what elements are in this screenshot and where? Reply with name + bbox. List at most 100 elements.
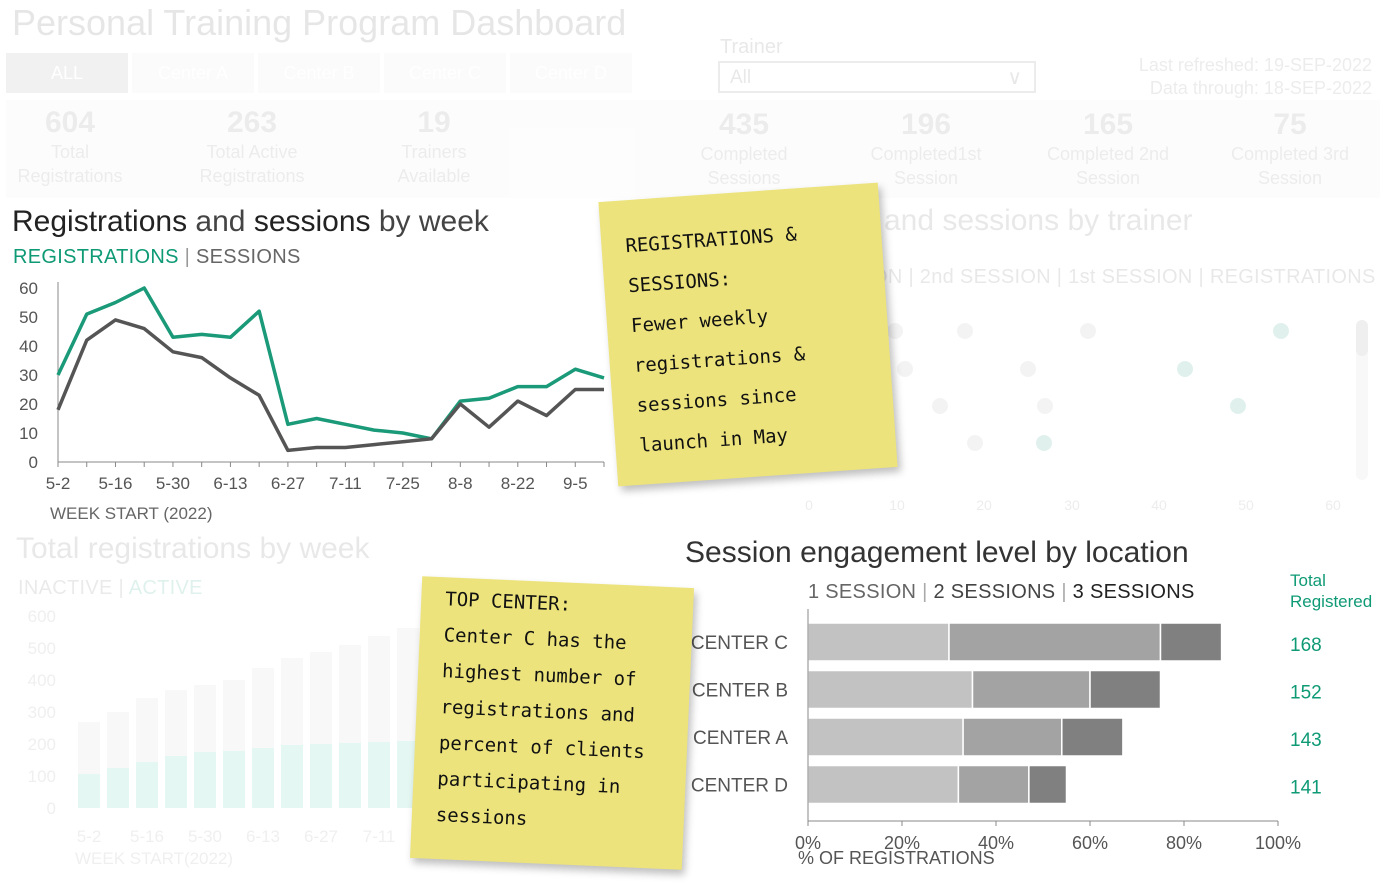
x-tick-label: 8-22 — [501, 474, 535, 493]
center-tabs: ALL Center A Center B Center C Center D — [6, 53, 632, 93]
kpi-completed-first: 196 Completed1st Session — [870, 108, 982, 188]
x-tick-label: 7-11 — [329, 474, 362, 493]
total-registered-value: 152 — [1290, 683, 1322, 704]
x-tick-label: 60% — [1072, 833, 1108, 853]
y-tick-label: 10 — [19, 424, 38, 443]
trainer-label: Trainer — [720, 36, 783, 58]
x-tick-label: 7-25 — [386, 474, 420, 493]
trainer-select-value: All — [730, 67, 752, 88]
x-tick-label: 8-8 — [448, 474, 473, 493]
svg-text:600: 600 — [28, 607, 56, 626]
y-tick-label: 50 — [19, 308, 38, 327]
y-tick-label: 60 — [19, 279, 38, 298]
kpi-total-registrations: 604 Total Registrations — [17, 106, 123, 186]
svg-text:40: 40 — [1151, 497, 1167, 513]
svg-text:5-30: 5-30 — [188, 827, 222, 846]
sticky-note-registrations: REGISTRATIONS & SESSIONS: Fewer weekly r… — [598, 182, 898, 487]
x-tick-label: 9-5 — [563, 474, 588, 493]
svg-text:30: 30 — [1064, 497, 1080, 513]
series-line-registrations — [56, 286, 605, 441]
kpi-completed-third: 75 Completed 3rd Session — [1230, 108, 1350, 188]
trainer-chart-title: and sessions by trainer — [884, 204, 1193, 237]
svg-text:0: 0 — [47, 799, 56, 818]
series-line-sessions — [56, 318, 604, 453]
svg-text:300: 300 — [28, 703, 56, 722]
svg-text:5-16: 5-16 — [130, 827, 164, 846]
bar-segment-3 — [1028, 764, 1068, 805]
svg-text:50: 50 — [1238, 497, 1254, 513]
tab-center-b[interactable]: Center B — [258, 53, 380, 93]
x-tick-label: 100% — [1255, 833, 1301, 853]
tab-center-d[interactable]: Center D — [510, 53, 632, 93]
trainer-chart-legend: ON | 2nd SESSION | 1st SESSION | REGISTR… — [872, 266, 1376, 288]
x-tick-label: 5-2 — [46, 474, 71, 493]
y-tick-label: 30 — [19, 366, 38, 385]
x-tick-label: 6-27 — [271, 474, 305, 493]
engagement-chart-title: Session engagement level by location — [685, 536, 1189, 569]
engagement-x-label: % OF REGISTRATIONS — [798, 848, 995, 868]
svg-text:20: 20 — [976, 497, 992, 513]
kpi-completed-second: 165 Completed 2nd Session — [1046, 108, 1170, 188]
legend-separator: | — [184, 246, 191, 268]
tab-center-a[interactable]: Center A — [132, 53, 254, 93]
legend-registrations: REGISTRATIONS — [13, 246, 179, 268]
bar-segment-2 — [971, 669, 1091, 710]
legend-three-sessions: 3 SESSIONS — [1072, 581, 1195, 603]
x-tick-label: 20% — [884, 833, 920, 853]
registrations-sessions-line-chart: 0 10 20 30 40 50 60 5-2 5-16 5-30 6-13 6-27 7-11 7-25… — [19, 279, 605, 493]
kpi-band — [6, 100, 1380, 198]
y-tick-label: 20 — [19, 395, 38, 414]
bar-segment-2 — [962, 717, 1063, 757]
bar-segment-2 — [948, 622, 1162, 662]
bar-segment-1 — [807, 717, 964, 757]
svg-text:400: 400 — [28, 671, 56, 690]
engagement-bar-chart: CENTER C 168 CENTER B 152 CENTER A 143 CENTER … — [691, 609, 1322, 853]
legend-two-sessions: 2 SESSIONS — [933, 581, 1056, 603]
svg-text:60: 60 — [1325, 497, 1341, 513]
kpi-active-registrations: 263 Total Active Registrations — [199, 106, 305, 186]
svg-text:0: 0 — [805, 497, 813, 513]
svg-text:6-13: 6-13 — [246, 827, 280, 846]
chevron-down-icon: ∨ — [1007, 67, 1022, 89]
tab-center-c[interactable]: Center C — [384, 53, 506, 93]
trainer-select[interactable]: All ∨ — [718, 61, 1036, 93]
y-tick-label: 0 — [29, 453, 38, 472]
bar-segment-3 — [1159, 622, 1223, 662]
bar-segment-1 — [807, 622, 950, 662]
category-label: CENTER B — [692, 681, 788, 702]
total-registered-value: 143 — [1290, 730, 1322, 751]
x-tick-label: 40% — [978, 833, 1014, 853]
total-chart-legend: INACTIVE | ACTIVE — [18, 577, 203, 599]
svg-text:7-11: 7-11 — [363, 827, 396, 846]
tab-all[interactable]: ALL — [6, 53, 128, 93]
x-tick-label: 5-30 — [156, 474, 190, 493]
bar-segment-2 — [957, 764, 1030, 805]
trainer-dot-chart: 0 10 20 30 40 50 60 — [805, 320, 1368, 513]
trainer-x-ticks: 0 10 20 30 40 50 60 — [805, 497, 1341, 513]
kpi-completed-sessions: 435 Completed Sessions — [700, 108, 788, 188]
x-tick-label: 80% — [1166, 833, 1202, 853]
x-tick-label: 6-13 — [213, 474, 247, 493]
week-chart-x-label: WEEK START (2022) — [50, 504, 213, 523]
total-registered-value: 168 — [1290, 635, 1322, 656]
x-tick-label: 5-16 — [98, 474, 132, 493]
legend-one-session: 1 SESSION — [808, 581, 917, 603]
bar-segment-3 — [1061, 717, 1124, 757]
total-registered-value: 141 — [1290, 778, 1322, 799]
y-tick-label: 40 — [19, 337, 38, 356]
engagement-legend: 1 SESSION | 2 SESSIONS | 3 SESSIONS — [808, 581, 1195, 603]
kpi-trainers-available: 19 Trainers Available — [397, 106, 471, 186]
sticky-note-top-center: TOP CENTER: Center C has the highest num… — [409, 576, 695, 870]
svg-text:6-27: 6-27 — [304, 827, 338, 846]
data-through: Data through: 18-SEP-2022 — [1149, 78, 1372, 98]
x-tick-label: 0% — [795, 833, 821, 853]
category-label: CENTER A — [693, 728, 788, 749]
category-label: CENTER C — [691, 633, 788, 654]
bar-segment-1 — [807, 669, 974, 710]
bar-segment-1 — [807, 764, 960, 805]
dashboard-title: Personal Training Program Dashboard — [12, 2, 627, 43]
total-chart-title: Total registrations by week — [16, 532, 370, 565]
category-label: CENTER D — [691, 776, 788, 797]
legend-sessions: SESSIONS — [195, 246, 301, 268]
